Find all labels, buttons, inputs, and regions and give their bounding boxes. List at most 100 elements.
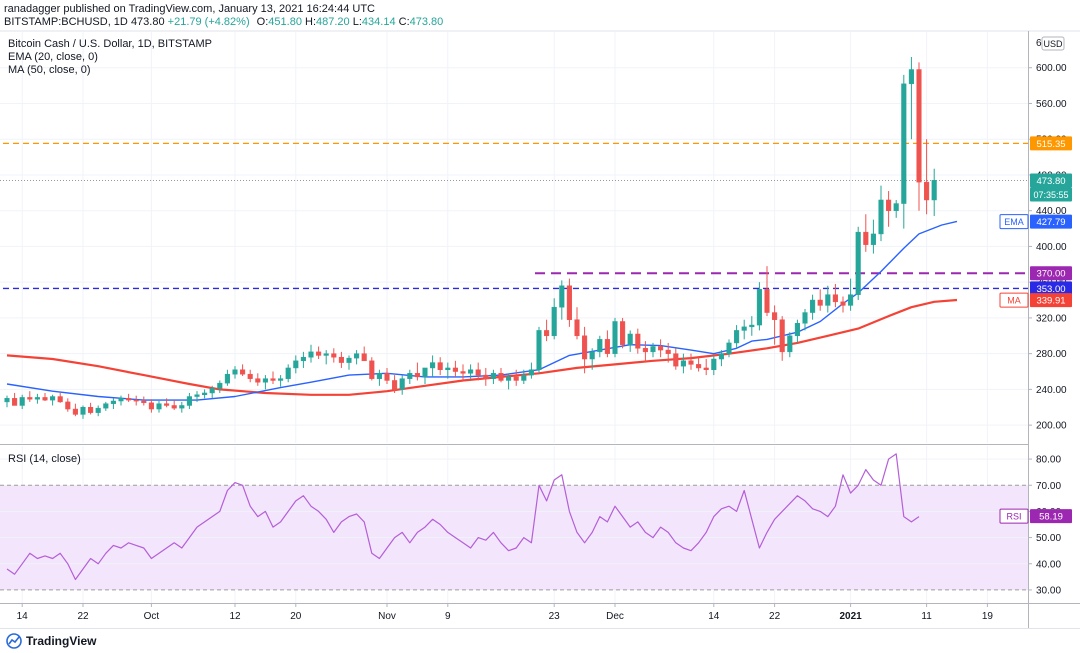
tradingview-brand[interactable]: TradingView xyxy=(6,633,96,649)
candle-body xyxy=(635,333,641,349)
candle xyxy=(513,369,519,386)
candle xyxy=(103,401,109,411)
candle-body xyxy=(620,321,626,345)
candle-body xyxy=(772,312,778,320)
price-tick-label-top: 6 xyxy=(1036,38,1042,49)
candle xyxy=(544,319,550,342)
candle xyxy=(262,375,268,390)
candle-body xyxy=(574,319,580,337)
candle-body xyxy=(521,374,527,381)
ma-legend: MA (50, close, 0) xyxy=(8,64,91,76)
candle xyxy=(12,392,18,406)
candle xyxy=(810,294,816,320)
candle xyxy=(764,266,770,317)
candle-body xyxy=(490,373,496,379)
candle-body xyxy=(414,373,420,378)
candle-body xyxy=(293,360,299,369)
candle-body xyxy=(300,356,306,362)
candle xyxy=(498,367,504,383)
symbol: BITSTAMP:BCHUSD, 1D xyxy=(4,16,128,28)
price-tag-prefix: MA xyxy=(1007,296,1021,306)
close-label: C: xyxy=(398,16,410,28)
currency-badge xyxy=(1041,36,1065,51)
ma50-line xyxy=(6,298,958,396)
candle xyxy=(148,399,154,413)
candle-body xyxy=(278,378,284,381)
candle-body xyxy=(392,380,398,390)
chart-title: Bitcoin Cash / U.S. Dollar, 1D, BITSTAMP xyxy=(8,38,212,50)
low-value: 434.14 xyxy=(361,16,396,28)
candle-body xyxy=(217,382,223,389)
rsi-tag-bg xyxy=(1030,509,1072,524)
candle-body xyxy=(384,373,390,381)
candle xyxy=(209,385,215,399)
price-tag-sub-bg xyxy=(1030,187,1072,202)
candle-body xyxy=(308,351,314,358)
price-tag-bg xyxy=(1030,293,1072,308)
candle-body xyxy=(118,398,124,402)
candle xyxy=(323,350,329,365)
candle-body xyxy=(437,362,443,370)
candle-body xyxy=(361,353,367,362)
candle xyxy=(620,317,626,349)
candle xyxy=(392,375,398,393)
rsi-tick-label: 70.00 xyxy=(1036,481,1061,492)
candle xyxy=(118,395,124,406)
candle-body xyxy=(376,373,382,379)
candle-body xyxy=(810,299,816,313)
price-tag-prefix-bg xyxy=(999,292,1029,308)
candle xyxy=(574,307,580,340)
candle-body xyxy=(688,360,694,365)
candle xyxy=(589,348,595,370)
candle xyxy=(855,226,861,301)
candle xyxy=(703,359,709,376)
candle-body xyxy=(498,373,504,381)
candle xyxy=(384,367,390,385)
time-tick-label: Dec xyxy=(606,611,624,622)
candle-body xyxy=(749,324,755,328)
candle-body xyxy=(179,405,185,409)
candle-body xyxy=(285,367,291,379)
candle-body xyxy=(262,378,268,383)
candle xyxy=(726,339,732,358)
candle xyxy=(734,325,740,349)
candle-body xyxy=(452,367,458,372)
candle xyxy=(57,392,63,403)
candle xyxy=(528,362,534,379)
candle xyxy=(445,362,451,379)
candle xyxy=(680,353,686,374)
candle-body xyxy=(232,369,238,375)
candle xyxy=(931,168,937,217)
candle-body xyxy=(612,321,618,354)
chart-header: ranadagger published on TradingView.com,… xyxy=(0,0,1080,30)
candle-body xyxy=(855,231,861,295)
time-tick-label: 9 xyxy=(445,611,451,622)
price-tick-label: 240.00 xyxy=(1036,385,1067,396)
candle xyxy=(521,369,527,385)
level-tag-label: 515.35 xyxy=(1036,139,1065,150)
candle-body xyxy=(741,326,747,331)
rsi-legend: RSI (14, close) xyxy=(8,453,81,465)
footer: TradingView xyxy=(0,630,1080,653)
candle xyxy=(133,395,139,406)
candle-body xyxy=(703,367,709,370)
candle xyxy=(361,346,367,362)
candle-body xyxy=(126,398,132,401)
price-tag-label: 427.79 xyxy=(1036,217,1065,228)
candle-body xyxy=(756,289,762,326)
candle xyxy=(749,316,755,336)
level-tag-label: 353.00 xyxy=(1036,284,1065,295)
candle-body xyxy=(247,373,253,379)
candle xyxy=(559,280,565,320)
candle xyxy=(72,403,78,417)
price-tag-sublabel: 07:35:55 xyxy=(1033,190,1068,200)
candle xyxy=(34,393,40,404)
candle-body xyxy=(832,294,838,303)
rsi-tick-label: 30.00 xyxy=(1036,585,1061,596)
candle xyxy=(331,348,337,363)
high-value: 487.20 xyxy=(316,16,350,28)
candle xyxy=(156,401,162,413)
candle-body xyxy=(407,373,413,379)
candle xyxy=(293,355,299,374)
